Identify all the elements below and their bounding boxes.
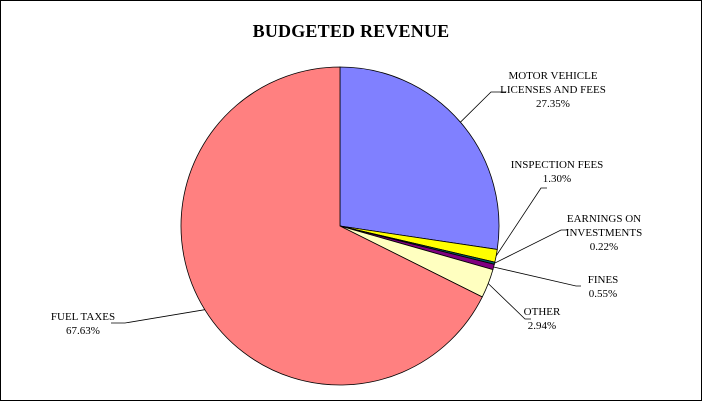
label-pct: 67.63%: [66, 325, 100, 337]
label-line: FINES: [587, 274, 619, 286]
slice-label-motor-vehicle: MOTOR VEHICLE LICENSES AND FEES 27.35%: [493, 69, 613, 111]
label-line: OTHER: [523, 306, 561, 318]
leader-line-fines: [493, 266, 581, 287]
label-pct: 0.22%: [589, 241, 619, 253]
label-pct: 2.94%: [527, 320, 557, 332]
pie-slice-fuel-taxes: [180, 66, 483, 386]
leader-line-inspection-fees: [495, 187, 547, 257]
pie-slice-motor-vehicle: [339, 66, 500, 250]
leader-line-other: [487, 283, 531, 320]
slice-label-other: OTHER 2.94%: [515, 305, 569, 333]
label-pct: 1.30%: [542, 173, 572, 185]
label-line: LICENSES AND FEES: [500, 84, 606, 96]
leader-line-fuel-taxes: [111, 309, 205, 324]
chart-title: BUDGETED REVENUE: [252, 21, 450, 41]
leader-line-motor-vehicle: [460, 91, 506, 123]
slice-label-fines: FINES 0.55%: [578, 273, 628, 301]
label-pct: 27.35%: [536, 98, 570, 110]
label-line: EARNINGS ON: [566, 213, 642, 225]
slice-label-inspection-fees: INSPECTION FEES 1.30%: [507, 158, 607, 186]
slice-label-earnings-on-investments: EARNINGS ON INVESTMENTS 0.22%: [559, 212, 649, 254]
label-line: FUEL TAXES: [50, 311, 116, 323]
leader-line-earnings-on-investments: [494, 229, 568, 264]
label-line: MOTOR VEHICLE: [508, 70, 598, 82]
label-line: INVESTMENTS: [565, 227, 643, 239]
label-pct: 0.55%: [588, 288, 618, 300]
slice-label-fuel-taxes: FUEL TAXES 67.63%: [43, 310, 123, 338]
label-line: INSPECTION FEES: [510, 159, 604, 171]
